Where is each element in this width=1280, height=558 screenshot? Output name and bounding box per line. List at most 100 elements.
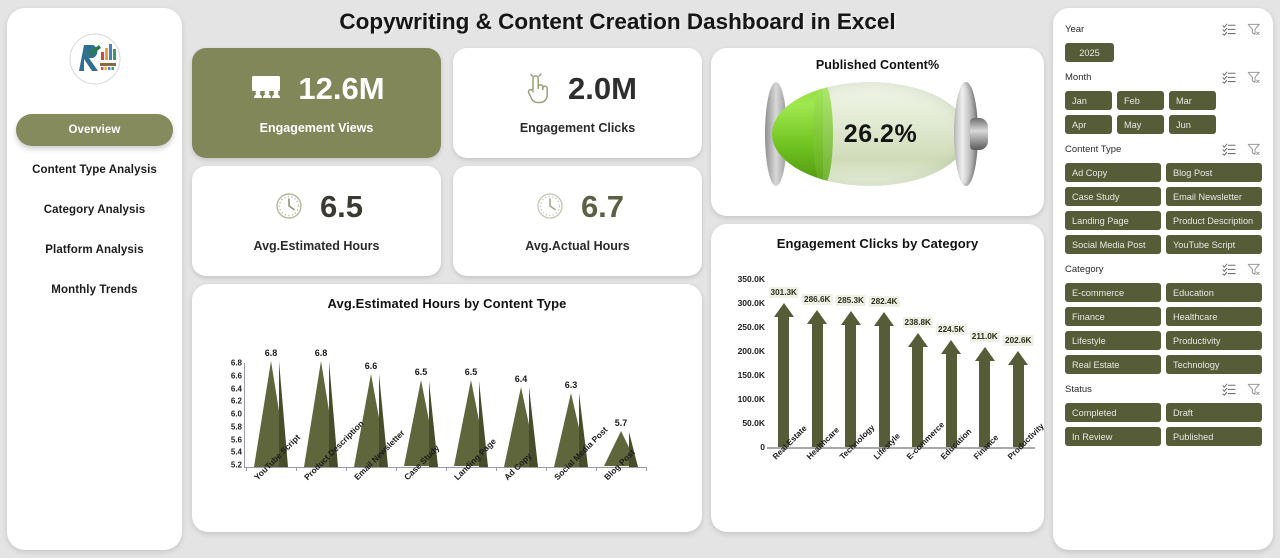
sidebar-item-content-type-analysis[interactable]: Content Type Analysis [16,154,173,186]
clear-filter-icon[interactable] [1247,143,1261,156]
sidebar-item-overview[interactable]: Overview [16,114,173,146]
published-content-gauge-panel: Published Content% 26.2% [711,48,1044,216]
clear-filter-icon[interactable] [1247,383,1261,396]
slicer-item[interactable]: Technology [1166,355,1262,374]
bar-chart-title: Engagement Clicks by Category [776,236,979,251]
cone-chart-y-tick: 6.0 [230,409,242,419]
slicer-item[interactable]: Completed [1065,403,1161,422]
slicer-item[interactable]: Ad Copy [1065,163,1161,182]
slicer-item[interactable]: Landing Page [1065,211,1161,230]
cone-chart-cone[interactable]: 6.8 [246,345,296,467]
slicer-item[interactable]: May [1117,115,1164,134]
slicer-category: Category E-commerce Education Finance Health… [1065,260,1263,374]
slicer-items: Completed Draft In Review Published [1065,403,1263,446]
bar-chart-bar[interactable]: 285.3K [834,279,868,447]
slicer-item[interactable]: YouTube Script [1166,235,1262,254]
bar-chart-y-tick: 0 [760,442,765,452]
slicer-month: Month Jan Feb Mar Apr May Jun [1065,68,1263,134]
slicer-item[interactable]: Finance [1065,307,1161,326]
multi-select-icon[interactable] [1222,383,1236,396]
clear-filter-icon[interactable] [1247,71,1261,84]
bar-chart-data-label: 282.4K [869,296,900,308]
avg-estimated-hours-chart-panel: Avg.Estimated Hours by Content Type 6.8 6… [192,284,702,532]
kpi-card-avg-estimated-hours[interactable]: 6.5 Avg.Estimated Hours [192,166,441,276]
slicer-item[interactable]: Jun [1169,115,1216,134]
cone-chart-data-label: 6.8 [264,348,278,358]
cone-chart-y-tick: 6.8 [230,358,242,368]
bar-chart-bar[interactable]: 286.6K [801,279,835,447]
slicer-icon-group [1222,23,1263,36]
cone-chart-x-tick: Landing Page [446,436,498,531]
slicer-status: Status Completed Draft In Review Published [1065,380,1263,446]
cone-chart-cone[interactable]: 6.5 [396,345,446,467]
slicer-item[interactable]: Education [1166,283,1262,302]
cone-chart-y-tick: 6.4 [230,384,242,393]
kpi-value: 2.0M [568,70,637,106]
page-title: Copywriting & Content Creation Dashboard… [190,5,1045,39]
cone-shape-icon [401,380,441,467]
slicer-item[interactable]: Blog Post [1166,163,1262,182]
sidebar-item-platform-analysis[interactable]: Platform Analysis [16,234,173,266]
sidebar-item-monthly-trends[interactable]: Monthly Trends [16,274,173,306]
multi-select-icon[interactable] [1222,143,1236,156]
slicer-item[interactable]: Productivity [1166,331,1262,350]
bar-chart-bar[interactable]: 282.4K [868,279,902,447]
slicer-item[interactable]: In Review [1065,427,1161,446]
bar-chart-bar[interactable]: 202.6K [1002,279,1036,447]
slicer-item[interactable]: Email Newsletter [1166,187,1262,206]
arrow-bar-icon [878,325,890,447]
cone-chart-cone[interactable]: 5.7 [596,345,646,467]
kpi-label: Avg.Estimated Hours [253,239,380,253]
multi-select-icon[interactable] [1222,263,1236,276]
cone-chart-cone[interactable]: 6.5 [446,345,496,467]
kpi-value: 6.5 [319,188,364,224]
cone-chart-cone[interactable]: 6.8 [296,345,346,467]
bar-chart-x-tick: Productivity [1002,422,1046,511]
bar-chart-y-tick: 100.0K [737,394,765,404]
cone-chart-cone[interactable]: 6.4 [496,345,546,467]
slicer-item[interactable]: Jan [1065,91,1112,110]
bar-chart-bar[interactable]: 301.3K [767,279,801,447]
cone-shape-icon [301,361,341,467]
slicer-item[interactable]: Case Study [1065,187,1161,206]
slicer-item[interactable]: E-commerce [1065,283,1161,302]
slicer-item[interactable]: Healthcare [1166,307,1262,326]
slicer-item[interactable]: 2025 [1065,43,1114,62]
slicer-item[interactable]: Apr [1065,115,1112,134]
slicer-item[interactable]: Mar [1169,91,1216,110]
slicer-item[interactable]: Real Estate [1065,355,1161,374]
cone-chart-cone[interactable]: 6.6 [346,345,396,467]
cone-chart-x-tick: YouTube Script [246,432,302,531]
bar-chart-bar[interactable]: 211.0K [968,279,1002,447]
kpi-card-engagement-clicks[interactable]: 2.0M Engagement Clicks [453,48,702,158]
kpi-value: 6.7 [580,188,625,224]
slicer-item[interactable]: Feb [1117,91,1164,110]
multi-select-icon[interactable] [1222,71,1236,84]
multi-select-icon[interactable] [1222,23,1236,36]
kpi-label: Engagement Clicks [519,121,636,135]
clear-filter-icon[interactable] [1247,263,1261,276]
battery-body [771,82,968,186]
arrow-bar-icon [945,353,957,447]
bar-chart-bar[interactable]: 224.5K [935,279,969,447]
slicer-item[interactable]: Draft [1166,403,1262,422]
slicer-items: Ad Copy Blog Post Case Study Email Newslett… [1065,163,1263,254]
bar-chart-y-tick: 150.0K [737,370,765,380]
clock-icon [531,189,569,223]
slicer-item[interactable]: Social Media Post [1065,235,1161,254]
sidebar-item-category-analysis[interactable]: Category Analysis [16,194,173,226]
slicer-item[interactable]: Lifestyle [1065,331,1161,350]
kpi-card-engagement-views[interactable]: 12.6M Engagement Views [192,48,441,158]
company-logo [61,30,129,88]
bar-chart-bar[interactable]: 238.8K [901,279,935,447]
slicer-header: Status [1065,380,1263,398]
kpi-label: Engagement Views [259,121,374,135]
kpi-card-avg-actual-hours[interactable]: 6.7 Avg.Actual Hours [453,166,702,276]
slicer-item[interactable]: Product Description [1166,211,1262,230]
cone-chart-cone[interactable]: 6.3 [546,345,596,467]
slicer-content-type: Content Type Ad Copy Blog Post Case Study Em… [1065,140,1263,254]
bar-chart-data-label: 224.5K [936,324,967,336]
slicer-item[interactable]: Published [1166,427,1262,446]
slicer-icon-group [1222,383,1263,396]
clear-filter-icon[interactable] [1247,23,1261,36]
